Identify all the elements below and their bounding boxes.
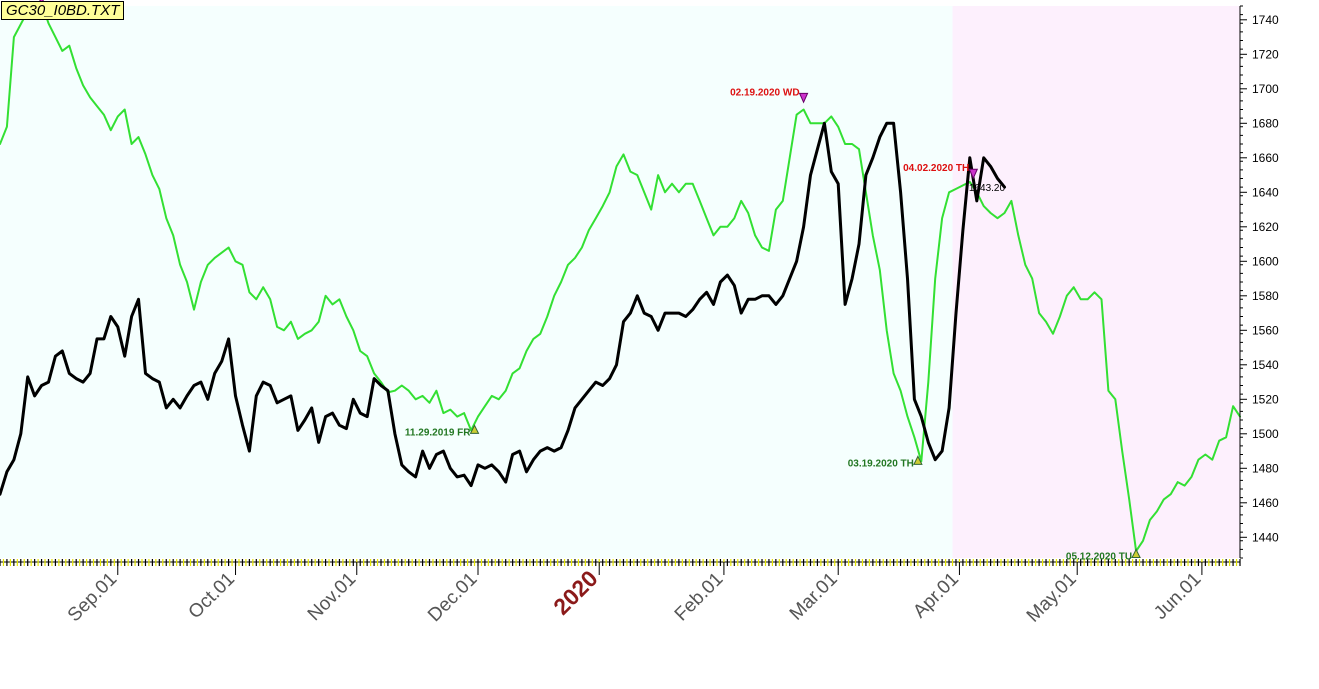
y-tick-label: 1620 — [1252, 220, 1279, 234]
high-label: 04.02.2020 TH — [903, 163, 969, 174]
y-tick-label: 1460 — [1252, 496, 1279, 510]
high-marker — [798, 92, 809, 104]
low-label: 05.12.2020 TU — [1066, 552, 1132, 563]
low-marker — [1131, 548, 1141, 559]
x-tick-label: Sep.01 — [64, 569, 121, 626]
low-label: 11.29.2019 FR — [405, 427, 471, 438]
x-tick-label: Jun.01 — [1150, 569, 1205, 624]
series-line-2 — [0, 121, 1006, 496]
y-tick-label: 1480 — [1252, 461, 1279, 475]
plot-area-forecast — [952, 6, 1240, 558]
x-tick-label: Nov.01 — [304, 569, 360, 625]
y-tick-label: 1720 — [1252, 47, 1279, 61]
series-lines — [0, 1, 1241, 553]
low-marker — [913, 455, 923, 465]
last-price-label: 1643.20 — [969, 183, 1006, 194]
x-axis-labels: Sep.01 Oct.01 Nov.01 Dec.01 2020 Feb.01 Mar.01… — [64, 562, 1205, 627]
low-marker — [469, 424, 480, 434]
x-tick-label: Apr.01 — [909, 569, 963, 623]
high-label: 02.19.2020 WD — [730, 87, 800, 98]
y-tick-label: 1500 — [1252, 427, 1279, 441]
x-axis-ticks — [0, 559, 1241, 566]
file-name-label: GC30_I0BD.TXT — [1, 1, 125, 20]
y-tick-label: 1440 — [1252, 530, 1279, 544]
x-tick-label: May.01 — [1023, 569, 1081, 627]
y-tick-label: 1680 — [1252, 116, 1279, 130]
low-label: 03.19.2020 TH — [848, 458, 914, 469]
y-tick-label: 1560 — [1252, 323, 1279, 337]
y-tick-label: 1640 — [1252, 185, 1279, 199]
x-tick-label: Oct.01 — [185, 569, 239, 623]
y-tick-label: 1520 — [1252, 392, 1279, 406]
plot-area-history — [0, 6, 953, 558]
x-tick-label: Mar.01 — [786, 569, 842, 625]
series-line-1 — [0, 1, 1241, 553]
y-axis: 1440 1460 1480 1500 1520 1540 1560 1580 1600 1620… — [1239, 5, 1279, 559]
x-tick-label: Dec.01 — [424, 569, 481, 626]
x-tick-label: Feb.01 — [671, 569, 728, 626]
high-marker — [968, 168, 979, 180]
y-tick-label: 1580 — [1252, 289, 1279, 303]
y-tick-label: 1660 — [1252, 151, 1279, 165]
x-tick-label: 2020 — [548, 565, 603, 620]
y-tick-label: 1540 — [1252, 358, 1279, 372]
y-tick-label: 1700 — [1252, 82, 1279, 96]
y-tick-label: 1740 — [1252, 13, 1279, 27]
y-tick-label: 1600 — [1252, 254, 1279, 268]
